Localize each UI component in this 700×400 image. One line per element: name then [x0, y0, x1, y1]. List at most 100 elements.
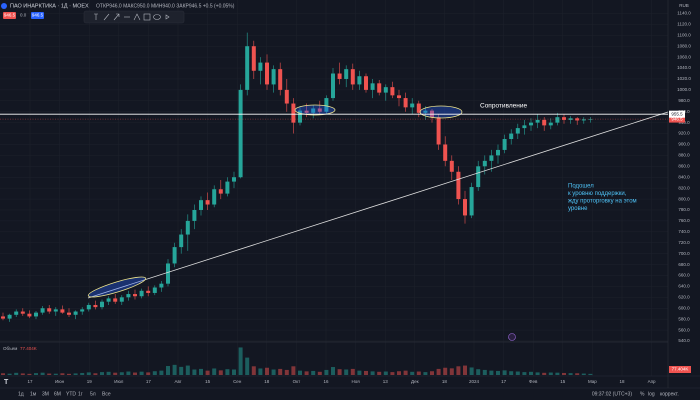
buy-price: 946.5 [32, 13, 44, 18]
volume-bar [1, 373, 5, 375]
candle-body [251, 46, 256, 71]
range-button[interactable]: 1д [18, 391, 24, 397]
range-button[interactable]: 1м [30, 391, 37, 397]
log-toggle[interactable]: log [648, 391, 655, 397]
candle-body [350, 69, 355, 85]
candle-body [278, 69, 283, 90]
candle-body [212, 189, 217, 205]
candle-body [449, 160, 454, 172]
candle-body [489, 155, 494, 161]
line-tool[interactable] [103, 13, 110, 21]
volume-bar [357, 370, 362, 375]
candle-body [443, 144, 448, 161]
y-tick-label: 720.0 [678, 240, 690, 245]
volume-bar [192, 369, 197, 375]
highlight-ellipse[interactable] [294, 104, 336, 116]
highlight-ellipse[interactable] [87, 273, 147, 300]
candle-body [20, 311, 25, 314]
candle-body [496, 149, 500, 156]
tv-logo: T [4, 379, 9, 386]
range-button[interactable]: Все [102, 391, 111, 397]
ray-tool[interactable] [113, 13, 120, 21]
candle-body [60, 309, 65, 313]
volume-bar [588, 373, 593, 375]
highlight-ellipse[interactable] [419, 105, 463, 119]
sell-badge[interactable] [3, 12, 16, 19]
candle-body [218, 189, 223, 194]
candle-body [535, 119, 540, 123]
volume-bar [575, 373, 580, 375]
range-button[interactable]: 6М [54, 391, 61, 397]
y-tick-label: 660.0 [678, 273, 690, 278]
candle-body [232, 177, 236, 182]
volume-bar [482, 369, 487, 375]
x-tick-label: 17 [501, 379, 507, 384]
auto-toggle[interactable]: коррект. [660, 391, 679, 397]
volume-bar [284, 369, 289, 375]
y-tick-label: 680.0 [678, 262, 690, 267]
candle-body [502, 139, 507, 150]
volume-bar [397, 371, 401, 375]
volume-bar [416, 371, 421, 375]
candle-body [364, 76, 368, 90]
ellipse-tool[interactable] [153, 14, 161, 20]
volume-bar [133, 372, 137, 375]
range-button[interactable]: 1г [78, 391, 83, 397]
candle-body [423, 110, 428, 113]
x-tick-label: Дек [411, 379, 419, 384]
volume-bar [251, 366, 256, 375]
more-tool[interactable] [165, 14, 170, 20]
event-icon[interactable] [508, 333, 516, 341]
x-tick-label: Окт [293, 379, 301, 384]
rect-tool[interactable] [143, 13, 151, 21]
volume-bar [304, 371, 309, 375]
candle-body [344, 69, 349, 79]
text-tool[interactable] [94, 13, 98, 20]
percent-toggle[interactable]: % [640, 391, 645, 397]
y-tick-label: 700.0 [678, 251, 690, 256]
y-tick-label: 860.0 [678, 163, 690, 168]
y-tick-label: 1020.0 [677, 76, 691, 81]
candle-body [555, 117, 560, 123]
candle-body [271, 69, 276, 85]
range-button[interactable]: 3М [42, 391, 49, 397]
footer: 1д 1м 3М 6М YTD 1г 5л Все 09:37:02 (UTC+3)% log ко… [18, 391, 679, 397]
candle-body [575, 118, 580, 121]
volume-bar [502, 370, 507, 375]
x-tick-label: Мар [588, 379, 597, 384]
volume-bar [337, 369, 342, 375]
volume-bar [423, 372, 428, 375]
volume-bar [139, 371, 144, 375]
volume-bar [430, 371, 434, 375]
volume-bar [80, 372, 85, 375]
candle-body [7, 314, 12, 319]
volume-bar [548, 372, 553, 375]
candle-body [93, 304, 98, 308]
candle-body [522, 125, 527, 129]
y-tick-label: 1100.0 [677, 32, 691, 37]
range-button[interactable]: 5л [90, 391, 96, 397]
volume-bar [7, 373, 12, 375]
path-tool[interactable] [133, 13, 141, 21]
volume-bar [377, 371, 382, 375]
volume-bar [20, 373, 25, 375]
candle-body [548, 122, 553, 126]
resistance-label: 955.5 [671, 111, 683, 116]
trend-line[interactable] [87, 111, 669, 299]
buy-badge[interactable] [31, 12, 44, 19]
candle-body [403, 98, 408, 108]
candle-body [476, 166, 481, 188]
y-tick-label: 980.0 [678, 98, 690, 103]
candle-body [298, 110, 302, 123]
y-tick-label: 1060.0 [677, 54, 691, 59]
candle-body [377, 83, 382, 93]
volume-bar [562, 372, 566, 375]
volume-bar [390, 372, 395, 375]
volume-bar [278, 368, 283, 375]
y-tick-label: 1040.0 [677, 65, 691, 70]
x-tick-label: 16 [323, 379, 329, 384]
candle-body [337, 73, 342, 79]
range-button[interactable]: YTD [66, 391, 76, 397]
support-line: уровне [568, 206, 588, 212]
